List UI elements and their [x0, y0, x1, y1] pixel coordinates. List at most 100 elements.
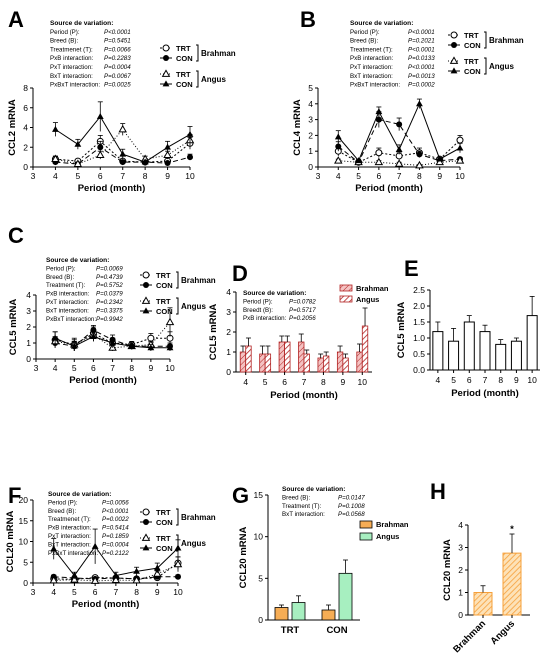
data-point [111, 575, 121, 583]
y-tick-label: 5 [258, 573, 263, 583]
legend-label: CON [156, 518, 173, 527]
bar [298, 341, 305, 373]
x-tick-label: 10 [185, 171, 195, 181]
source-of-variation-title: Source de variation: [350, 20, 413, 27]
x-tick-label: 3 [31, 171, 36, 181]
legend-label: CON [176, 54, 193, 63]
source-of-variation-term: PxT interaction: [50, 64, 93, 71]
x-tick-label: 9 [514, 375, 519, 385]
y-tick-label: 4 [226, 287, 231, 297]
panel-h: H 0 1 2 3 4 CCL20 mRNA Brahman Angus * [430, 479, 530, 655]
legend-bracket [196, 70, 199, 88]
y-tick-label: 3 [26, 306, 31, 316]
legend-label: CON [176, 80, 193, 89]
x-axis-title: Period (month) [69, 375, 137, 386]
x-axis-title: Period (month) [72, 599, 140, 610]
data-point [173, 559, 183, 568]
source-of-variation-term: Breedt (B): [243, 307, 273, 314]
source-of-variation-pvalue: P<0.0001 [104, 29, 131, 36]
source-of-variation-term: Period (P): [46, 265, 76, 272]
source-of-variation-term: Treatmenet (T): [50, 46, 93, 53]
legend-marker [161, 69, 171, 77]
x-axis-title: Period (month) [78, 183, 146, 194]
data-point [96, 150, 105, 159]
legend-label: TRT [156, 534, 171, 543]
source-of-variation-term: Period (P): [50, 29, 80, 36]
source-of-variation-term: PxT interaction: [46, 299, 89, 306]
data-point [166, 344, 174, 351]
x-tick-label: 7 [113, 587, 118, 597]
source-of-variation-term: Period (P): [48, 499, 78, 506]
source-of-variation-pvalue: P=0.2056 [289, 315, 316, 322]
legend-marker [451, 42, 457, 48]
panel-label: A [8, 7, 24, 32]
data-point [456, 144, 464, 151]
y-tick-label: 4 [26, 290, 31, 300]
y-tick-label: 0 [258, 615, 263, 625]
panel-label: F [8, 483, 21, 508]
legend-bracket [484, 31, 487, 49]
legend-label: Angus [376, 532, 399, 541]
source-of-variation-pvalue: P=0.2122 [102, 550, 129, 557]
y-tick-label: 2.5 [413, 285, 425, 295]
source-of-variation-pvalue: P=0.5414 [102, 525, 129, 532]
data-point [355, 157, 362, 164]
data-point [396, 121, 403, 128]
panel-label: H [430, 479, 446, 504]
source-of-variation-pvalue: P<0.0001 [408, 29, 435, 36]
x-axis-title: Period (month) [451, 388, 519, 399]
legend-label: TRT [156, 297, 171, 306]
bar [510, 340, 522, 371]
x-tick-label: 6 [93, 587, 98, 597]
source-of-variation-pvalue: P=0.3375 [96, 307, 123, 314]
x-tick-label: 3 [34, 363, 39, 373]
legend-marker [163, 55, 169, 61]
data-point [186, 130, 194, 137]
source-of-variation-term: Breed (B): [282, 494, 310, 501]
data-point [71, 571, 78, 578]
x-tick-label: 10 [358, 377, 368, 387]
panel-e: E 0.0 0.5 1.0 1.5 2.0 2.5 CCL5 mRNA 4 5 6 7 8 9 10 Peri… [396, 256, 540, 399]
y-tick-label: 1 [226, 347, 231, 357]
y-tick-label: 10 [254, 532, 264, 542]
source-of-variation-term: Breed (B): [50, 38, 78, 45]
legend-marker [142, 544, 150, 551]
y-tick-label: 0.0 [413, 365, 425, 375]
source-of-variation-term: PxBxT interaction: [350, 82, 400, 89]
legend-swatch [339, 284, 353, 292]
data-point [51, 154, 60, 162]
data-point [132, 575, 141, 584]
source-of-variation-pvalue: P=0.1008 [338, 503, 365, 510]
x-tick-label: 4 [53, 171, 58, 181]
source-of-variation-term: Period (P): [350, 29, 380, 36]
y-tick-label: 2 [458, 565, 463, 575]
data-point [51, 334, 59, 341]
source-of-variation-term: Breed (B): [350, 38, 378, 45]
source-of-variation-pvalue: P=0.2283 [104, 55, 131, 62]
x-tick-label: TRT [281, 625, 300, 636]
source-of-variation-pvalue: P=0.0002 [408, 82, 435, 89]
source-of-variation-pvalue: P<0.0001 [408, 64, 435, 71]
y-tick-label: 2 [308, 130, 313, 140]
x-tick-label: 9 [155, 587, 160, 597]
source-of-variation-pvalue: P=0.5451 [104, 38, 131, 45]
x-tick-label: 8 [143, 171, 148, 181]
y-tick-label: 0.5 [413, 349, 425, 359]
source-of-variation-pvalue: P=0.4739 [96, 274, 123, 281]
legend-breed-label: Angus [201, 75, 226, 84]
bar [526, 315, 538, 371]
bar [245, 345, 252, 373]
y-tick-label: 3 [226, 307, 231, 317]
source-of-variation-term: PxBxT interaction: [50, 82, 100, 89]
y-axis-title: CCL2 mRNA [7, 99, 18, 156]
legend-breed-label: Brahman [489, 36, 524, 45]
legend-swatch [359, 532, 373, 541]
source-of-variation-term: BxT interaction: [48, 541, 91, 548]
source-of-variation-pvalue: P=0.0056 [102, 499, 129, 506]
legend-label: TRT [176, 44, 191, 53]
bar [323, 355, 330, 373]
bar [495, 343, 507, 371]
bar [432, 331, 444, 371]
